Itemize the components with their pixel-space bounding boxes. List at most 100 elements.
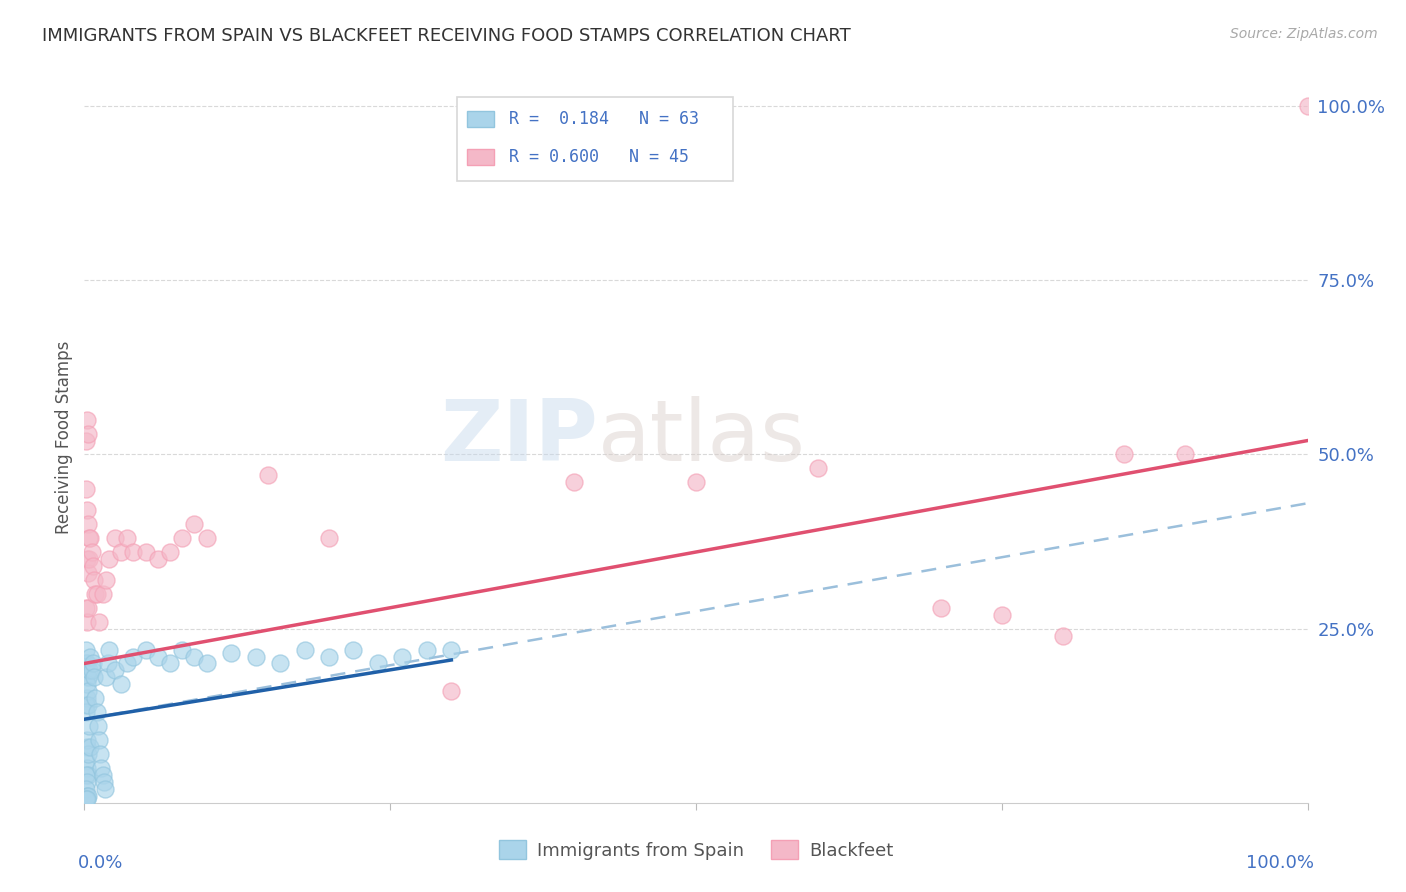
Point bbox=[76, 552, 98, 566]
Point bbox=[77, 789, 100, 803]
Point bbox=[104, 664, 127, 678]
Point bbox=[122, 545, 145, 559]
Point bbox=[685, 475, 707, 490]
Point bbox=[96, 573, 118, 587]
Point bbox=[159, 657, 181, 671]
Point bbox=[87, 719, 110, 733]
FancyBboxPatch shape bbox=[467, 149, 494, 165]
Point bbox=[172, 642, 194, 657]
Point bbox=[440, 642, 463, 657]
Point bbox=[76, 775, 98, 789]
Point bbox=[1174, 448, 1197, 462]
Point bbox=[93, 775, 115, 789]
Point bbox=[77, 670, 100, 684]
Point bbox=[76, 761, 98, 775]
Point bbox=[86, 587, 108, 601]
Point bbox=[76, 412, 98, 426]
Point bbox=[75, 705, 97, 719]
Point bbox=[195, 531, 218, 545]
Point bbox=[135, 545, 157, 559]
Point bbox=[146, 552, 169, 566]
Point bbox=[104, 531, 127, 545]
Point bbox=[77, 719, 100, 733]
Point bbox=[76, 691, 98, 706]
Point bbox=[75, 781, 97, 796]
Text: Source: ZipAtlas.com: Source: ZipAtlas.com bbox=[1230, 27, 1378, 41]
Point bbox=[1052, 629, 1074, 643]
Point bbox=[440, 684, 463, 698]
Point bbox=[77, 600, 100, 615]
Point bbox=[87, 615, 110, 629]
Point bbox=[562, 475, 585, 490]
Point bbox=[110, 677, 132, 691]
Point bbox=[90, 761, 112, 775]
Point bbox=[195, 657, 218, 671]
Point bbox=[77, 684, 100, 698]
Text: atlas: atlas bbox=[598, 395, 806, 479]
Point bbox=[83, 670, 105, 684]
Point bbox=[80, 545, 103, 559]
Point bbox=[75, 434, 97, 448]
Point bbox=[77, 664, 100, 678]
Y-axis label: Receiving Food Stamps: Receiving Food Stamps bbox=[55, 341, 73, 533]
Point bbox=[294, 642, 316, 657]
Point bbox=[87, 733, 110, 747]
Point bbox=[76, 677, 98, 691]
Point bbox=[1296, 99, 1319, 113]
Point bbox=[1114, 448, 1136, 462]
Point bbox=[91, 768, 114, 782]
Point bbox=[77, 747, 100, 761]
Point bbox=[77, 768, 100, 782]
Point bbox=[115, 657, 138, 671]
Point bbox=[76, 733, 98, 747]
Point bbox=[79, 649, 101, 664]
Point bbox=[97, 552, 120, 566]
Text: 100.0%: 100.0% bbox=[1246, 854, 1313, 872]
Point bbox=[76, 792, 98, 806]
Point bbox=[89, 747, 111, 761]
Point bbox=[77, 698, 100, 713]
Text: ZIP: ZIP bbox=[440, 395, 598, 479]
Point bbox=[318, 649, 340, 664]
Point bbox=[342, 642, 364, 657]
Point bbox=[416, 642, 439, 657]
Point bbox=[257, 468, 280, 483]
Point bbox=[807, 461, 830, 475]
Point bbox=[991, 607, 1014, 622]
Point bbox=[75, 792, 97, 806]
Text: R =  0.184   N = 63: R = 0.184 N = 63 bbox=[509, 110, 699, 128]
Point bbox=[75, 483, 97, 497]
FancyBboxPatch shape bbox=[467, 111, 494, 127]
Point bbox=[135, 642, 157, 657]
Point bbox=[80, 664, 103, 678]
Point bbox=[75, 642, 97, 657]
Point bbox=[183, 649, 205, 664]
Point bbox=[77, 531, 100, 545]
Point bbox=[76, 740, 98, 755]
Point bbox=[77, 517, 100, 532]
Point bbox=[115, 531, 138, 545]
Text: IMMIGRANTS FROM SPAIN VS BLACKFEET RECEIVING FOOD STAMPS CORRELATION CHART: IMMIGRANTS FROM SPAIN VS BLACKFEET RECEI… bbox=[42, 27, 851, 45]
Text: R = 0.600   N = 45: R = 0.600 N = 45 bbox=[509, 148, 689, 166]
Point bbox=[391, 649, 413, 664]
Point bbox=[75, 754, 97, 768]
Point bbox=[77, 566, 100, 580]
Point bbox=[84, 587, 107, 601]
Point bbox=[76, 789, 98, 803]
Point bbox=[172, 531, 194, 545]
Point bbox=[76, 615, 98, 629]
Point bbox=[82, 657, 104, 671]
Point bbox=[245, 649, 267, 664]
Point bbox=[79, 740, 101, 755]
Point bbox=[75, 657, 97, 671]
Point bbox=[183, 517, 205, 532]
Point bbox=[159, 545, 181, 559]
Legend: Immigrants from Spain, Blackfeet: Immigrants from Spain, Blackfeet bbox=[492, 833, 900, 867]
Point bbox=[77, 670, 100, 684]
Point bbox=[219, 646, 242, 660]
Point bbox=[77, 426, 100, 441]
Point bbox=[122, 649, 145, 664]
Point bbox=[77, 552, 100, 566]
Point bbox=[79, 531, 101, 545]
Point bbox=[110, 545, 132, 559]
